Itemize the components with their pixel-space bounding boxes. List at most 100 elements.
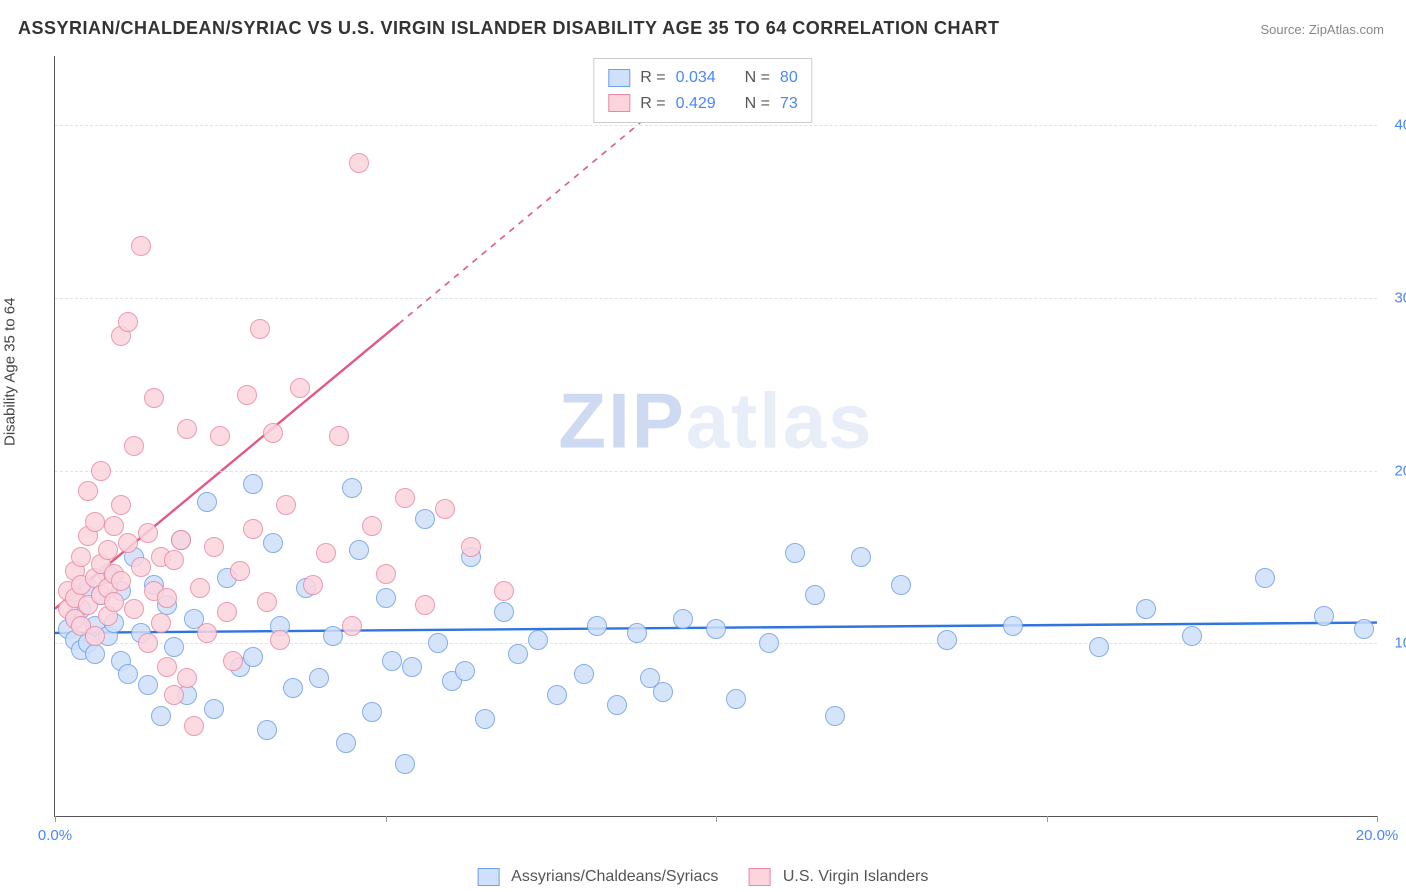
data-point [494, 581, 514, 601]
x-tick-label: 0.0% [38, 827, 72, 844]
data-point [85, 626, 105, 646]
y-tick-label: 10.0% [1394, 635, 1406, 652]
data-point [785, 543, 805, 563]
data-point [237, 385, 257, 405]
data-point [257, 592, 277, 612]
data-point [673, 609, 693, 629]
data-point [1354, 619, 1374, 639]
data-point [197, 623, 217, 643]
data-point [177, 668, 197, 688]
data-point [118, 664, 138, 684]
data-point [104, 516, 124, 536]
data-point [607, 695, 627, 715]
legend-swatch [608, 94, 630, 112]
data-point [243, 474, 263, 494]
data-point [157, 657, 177, 677]
x-tick [1047, 816, 1048, 822]
data-point [217, 602, 237, 622]
data-point [250, 319, 270, 339]
data-point [428, 633, 448, 653]
data-point [270, 630, 290, 650]
data-point [138, 633, 158, 653]
data-point [243, 519, 263, 539]
gridline [55, 471, 1377, 472]
gridline [55, 125, 1377, 126]
data-point [627, 623, 647, 643]
watermark: ZIPatlas [558, 375, 873, 466]
data-point [104, 592, 124, 612]
data-point [157, 588, 177, 608]
data-point [461, 537, 481, 557]
data-point [131, 557, 151, 577]
series-legend: Assyrians/Chaldeans/Syriacs U.S. Virgin … [478, 868, 929, 886]
data-point [508, 644, 528, 664]
data-point [349, 153, 369, 173]
legend-row-series-b: R = 0.429 N = 73 [608, 91, 797, 117]
data-point [98, 540, 118, 560]
data-point [263, 533, 283, 553]
data-point [78, 481, 98, 501]
data-point [111, 495, 131, 515]
data-point [243, 647, 263, 667]
data-point [342, 616, 362, 636]
data-point [435, 499, 455, 519]
data-point [805, 585, 825, 605]
legend-swatch [608, 69, 630, 87]
data-point [144, 388, 164, 408]
y-tick-label: 40.0% [1394, 117, 1406, 134]
data-point [1182, 626, 1202, 646]
legend-swatch [748, 868, 770, 886]
data-point [85, 512, 105, 532]
legend-row-series-a: R = 0.034 N = 80 [608, 65, 797, 91]
data-point [342, 478, 362, 498]
data-point [1003, 616, 1023, 636]
data-point [653, 682, 673, 702]
data-point [528, 630, 548, 650]
data-point [283, 678, 303, 698]
chart-title: ASSYRIAN/CHALDEAN/SYRIAC VS U.S. VIRGIN … [18, 18, 999, 39]
data-point [131, 236, 151, 256]
data-point [124, 436, 144, 456]
data-point [118, 533, 138, 553]
data-point [494, 602, 514, 622]
data-point [230, 561, 250, 581]
data-point [138, 523, 158, 543]
data-point [336, 733, 356, 753]
data-point [111, 571, 131, 591]
data-point [210, 426, 230, 446]
data-point [303, 575, 323, 595]
legend-item-series-b: U.S. Virgin Islanders [748, 868, 928, 886]
data-point [124, 599, 144, 619]
data-point [851, 547, 871, 567]
data-point [706, 619, 726, 639]
data-point [759, 633, 779, 653]
data-point [415, 595, 435, 615]
gridline [55, 298, 1377, 299]
data-point [164, 637, 184, 657]
source-label: Source: ZipAtlas.com [1260, 22, 1384, 37]
data-point [204, 537, 224, 557]
data-point [290, 378, 310, 398]
x-tick [1377, 816, 1378, 822]
y-tick-label: 30.0% [1394, 289, 1406, 306]
data-point [547, 685, 567, 705]
data-point [726, 689, 746, 709]
chart-container: ASSYRIAN/CHALDEAN/SYRIAC VS U.S. VIRGIN … [0, 0, 1406, 892]
data-point [138, 675, 158, 695]
x-tick [386, 816, 387, 822]
data-point [891, 575, 911, 595]
data-point [197, 492, 217, 512]
data-point [362, 702, 382, 722]
data-point [376, 588, 396, 608]
y-tick-label: 20.0% [1394, 462, 1406, 479]
data-point [1136, 599, 1156, 619]
data-point [263, 423, 283, 443]
correlation-legend: R = 0.034 N = 80 R = 0.429 N = 73 [593, 58, 812, 123]
data-point [309, 668, 329, 688]
data-point [362, 516, 382, 536]
data-point [151, 706, 171, 726]
data-point [1255, 568, 1275, 588]
data-point [349, 540, 369, 560]
data-point [164, 550, 184, 570]
data-point [376, 564, 396, 584]
